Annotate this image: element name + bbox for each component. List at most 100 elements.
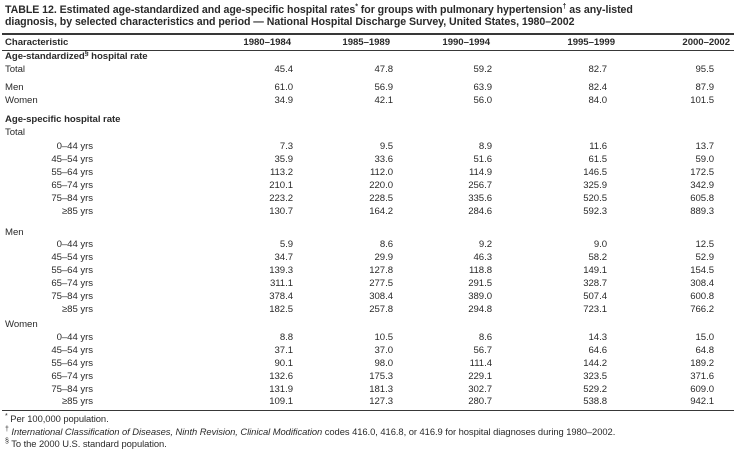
section-header-row: Age-standardized§ hospital rate	[5, 50, 736, 64]
row-label: 75–84 yrs	[5, 193, 205, 206]
text-segment: International Classification of Diseases…	[8, 425, 323, 437]
cell-value: 82.4	[588, 82, 608, 94]
footnote: § To the 2000 U.S. standard population.	[5, 438, 736, 450]
row-label: Men	[5, 82, 205, 95]
superscript-marker: †	[562, 2, 567, 10]
row-label: ≥85 yrs	[5, 304, 205, 317]
footnotes: * Per 100,000 population. † International…	[5, 411, 736, 450]
cell-value: 82.7	[588, 64, 608, 76]
cell-value: 538.8	[583, 396, 607, 408]
row-label: 75–84 yrs	[5, 384, 205, 397]
cell-value: 766.2	[690, 303, 714, 315]
row-label: Total	[5, 64, 205, 77]
text-segment: Age-specific hospital rate	[5, 113, 121, 125]
row-label: 0–44 yrs	[5, 332, 205, 345]
col-header-1995-1999: 1995–1999	[567, 37, 615, 49]
table-row: 45–54 yrs 37.1 37.0 56.7 64.6 64.8	[5, 345, 736, 358]
col-header-1985-1989: 1985–1989	[342, 37, 390, 49]
cell-value: 210.1	[269, 179, 293, 191]
row-label-text: ≥85 yrs	[61, 396, 93, 408]
row-label-text: 0–44 yrs	[56, 332, 93, 344]
cell-value: 302.7	[468, 383, 492, 395]
row-label: 65–74 yrs	[5, 180, 205, 193]
row-label: Men	[5, 227, 205, 240]
cell-value	[293, 227, 393, 240]
table-row: 55–64 yrs 90.1 98.0 111.4 144.2 189.2	[5, 358, 736, 371]
table-row: 45–54 yrs 35.9 33.6 51.6 61.5 59.0	[5, 154, 736, 167]
row-label-text: 55–64 yrs	[51, 167, 93, 179]
cell-value: 95.5	[695, 64, 715, 76]
cell-value: 58.2	[588, 252, 608, 264]
cell-value: 87.9	[695, 82, 715, 94]
footnote-marker: †	[5, 425, 9, 433]
row-label-text: Women	[5, 94, 38, 106]
cell-value: 9.2	[478, 239, 492, 251]
superscript-marker: §	[84, 50, 89, 58]
cell-value: 9.5	[379, 141, 393, 153]
cell-value: 592.3	[583, 205, 607, 217]
cell-value: 507.4	[583, 290, 607, 302]
cell-value: 294.8	[468, 303, 492, 315]
cell-value: 61.0	[274, 82, 294, 94]
cell-value: 942.1	[690, 396, 714, 408]
cell-value: 130.7	[269, 205, 293, 217]
cell-value: 7.3	[279, 141, 293, 153]
row-label-text: 0–44 yrs	[56, 141, 93, 153]
cell-value: 35.9	[274, 154, 294, 166]
superscript-marker: *	[355, 2, 358, 10]
cell-value: 154.5	[690, 265, 714, 277]
rule-top	[2, 33, 734, 35]
cell-value: 34.9	[274, 94, 294, 106]
row-label-text: 75–84 yrs	[51, 192, 93, 204]
cell-value	[205, 127, 293, 140]
text-segment: Age-standardized	[5, 51, 85, 63]
row-label: 0–44 yrs	[5, 239, 205, 252]
footnote-marker: §	[5, 437, 9, 445]
cell-value: 280.7	[468, 396, 492, 408]
cell-value: 11.6	[589, 141, 607, 153]
row-label-text: Men	[5, 226, 24, 238]
row-label-text: ≥85 yrs	[61, 303, 93, 315]
cell-value: 59.2	[473, 64, 493, 76]
cell-value	[492, 227, 615, 240]
row-label-text: Men	[5, 82, 24, 94]
table-row: 75–84 yrs 378.4 308.4 389.0 507.4 600.8	[5, 291, 736, 304]
table-title: TABLE 12. Estimated age-standardized and…	[5, 2, 736, 30]
cell-value: 308.4	[369, 290, 393, 302]
cell-value: 33.6	[374, 154, 394, 166]
cell-value: 34.7	[274, 252, 294, 264]
row-label: 55–64 yrs	[5, 358, 205, 371]
cell-value: 64.6	[588, 345, 608, 357]
row-label: Women	[5, 319, 205, 332]
text-segment: TABLE 12. Estimated age-standardized and…	[5, 3, 356, 16]
cell-value: 56.0	[473, 94, 493, 106]
cell-value: 37.1	[274, 345, 294, 357]
cell-value: 284.6	[468, 205, 492, 217]
section-header-row: Age-specific hospital rate	[5, 114, 736, 127]
cell-value: 172.5	[690, 167, 714, 179]
row-label-text: 45–54 yrs	[51, 154, 93, 166]
footnote: † International Classification of Diseas…	[5, 425, 736, 438]
text-segment: as any-listed	[566, 3, 633, 16]
table-row: 55–64 yrs 113.2 112.0 114.9 146.5 172.5	[5, 167, 736, 180]
table-row: 55–64 yrs 139.3 127.8 118.8 149.1 154.5	[5, 265, 736, 278]
cell-value: 342.9	[690, 179, 714, 191]
cell-value	[615, 319, 730, 332]
cell-value: 111.4	[469, 357, 492, 369]
col-header-characteristic: Characteristic	[5, 37, 69, 49]
row-label: 45–54 yrs	[5, 252, 205, 265]
text-segment: To the 2000 U.S. standard population.	[8, 437, 167, 449]
cell-value: 325.9	[583, 179, 607, 191]
row-label-text: 65–74 yrs	[51, 179, 93, 191]
cell-value: 127.8	[369, 265, 393, 277]
cell-value: 529.2	[583, 383, 607, 395]
cell-value: 277.5	[369, 277, 393, 289]
cell-value	[492, 319, 615, 332]
cell-value: 8.6	[379, 239, 393, 251]
cell-value: 8.6	[478, 332, 492, 344]
cell-value	[615, 227, 730, 240]
cell-value: 114.9	[468, 167, 492, 179]
row-label-text: ≥85 yrs	[61, 205, 93, 217]
cell-value: 144.2	[583, 357, 607, 369]
row-label-text: 55–64 yrs	[51, 265, 93, 277]
